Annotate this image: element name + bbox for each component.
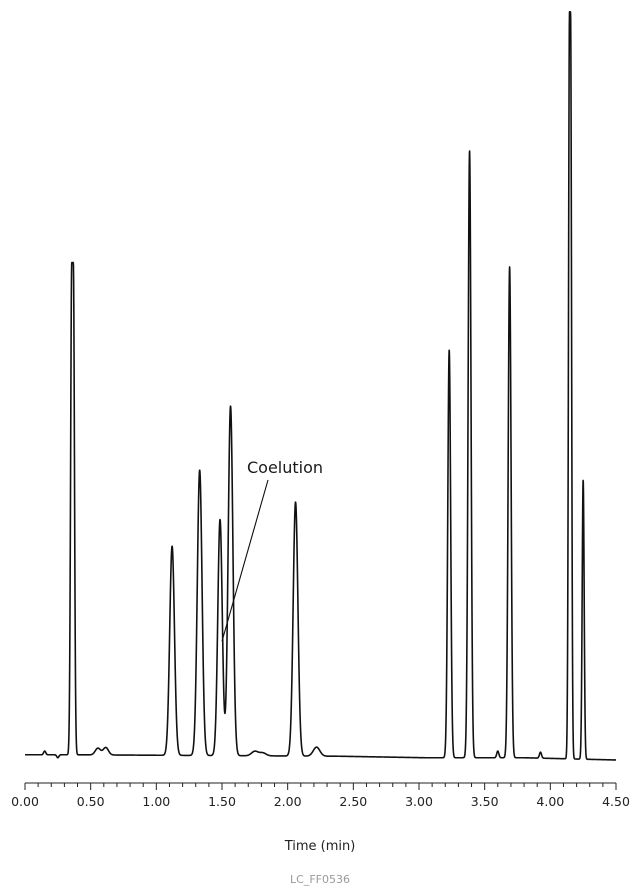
x-axis: 0.00 0.50 1.00 1.50 2.00 2.50 3.00 3.50 4.00 4.50: [11, 782, 630, 809]
x-tick-label: 2.50: [339, 794, 367, 809]
chromatogram-trace: [24, 11, 617, 761]
x-tick-label: 3.00: [405, 794, 433, 809]
coelution-annotation-label: Coelution: [247, 458, 323, 477]
coelution-leader-line: [221, 479, 269, 642]
x-tick-label: 1.50: [208, 794, 236, 809]
x-tick-label: 4.50: [602, 794, 630, 809]
x-tick-label: 2.00: [274, 794, 302, 809]
x-tick-label: 0.00: [11, 794, 39, 809]
x-axis-title: Time (min): [284, 839, 356, 854]
x-tick-label: 4.00: [536, 794, 564, 809]
x-tick-label: 0.50: [77, 794, 105, 809]
trace-layer: [24, 11, 617, 761]
x-tick-label: 1.00: [142, 794, 170, 809]
annotation-layer: Coelution: [221, 458, 323, 642]
figure-id-label: LC_FF0536: [290, 873, 350, 886]
x-tick-label: 3.50: [471, 794, 499, 809]
